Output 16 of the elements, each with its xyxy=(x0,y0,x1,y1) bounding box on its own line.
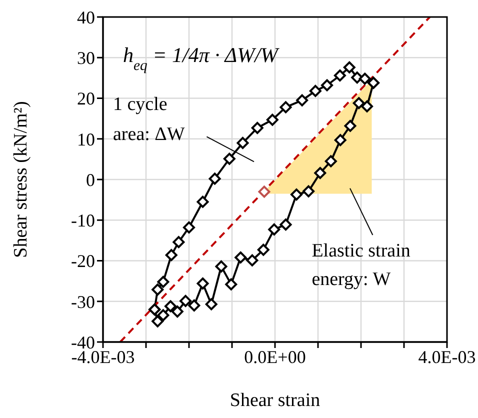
y-tick-label: -20 xyxy=(71,251,95,272)
x-axis-title: Shear strain xyxy=(230,390,321,411)
y-tick-label: -10 xyxy=(71,210,95,231)
y-tick-label: 10 xyxy=(77,129,95,150)
y-tick-label: 20 xyxy=(77,88,95,109)
y-tick-label: 30 xyxy=(77,48,95,68)
y-tick-label: -30 xyxy=(71,292,95,312)
y-axis-title: Shear stress (kN/m²) xyxy=(10,101,32,258)
y-tick-label: 0 xyxy=(86,170,95,190)
annotation: 1 cycle area: ΔW xyxy=(113,94,185,145)
annotation: Elastic strain energy: W xyxy=(312,240,411,290)
y-tick-label: -40 xyxy=(71,332,95,352)
x-tick-label: 4.0E-03 xyxy=(418,346,476,367)
annotation: h$_{eq}$ = 1/4π · ΔW/W xyxy=(123,43,280,74)
y-tick-label: 40 xyxy=(77,7,95,28)
x-tick-label: 0.0E+00 xyxy=(244,346,306,367)
